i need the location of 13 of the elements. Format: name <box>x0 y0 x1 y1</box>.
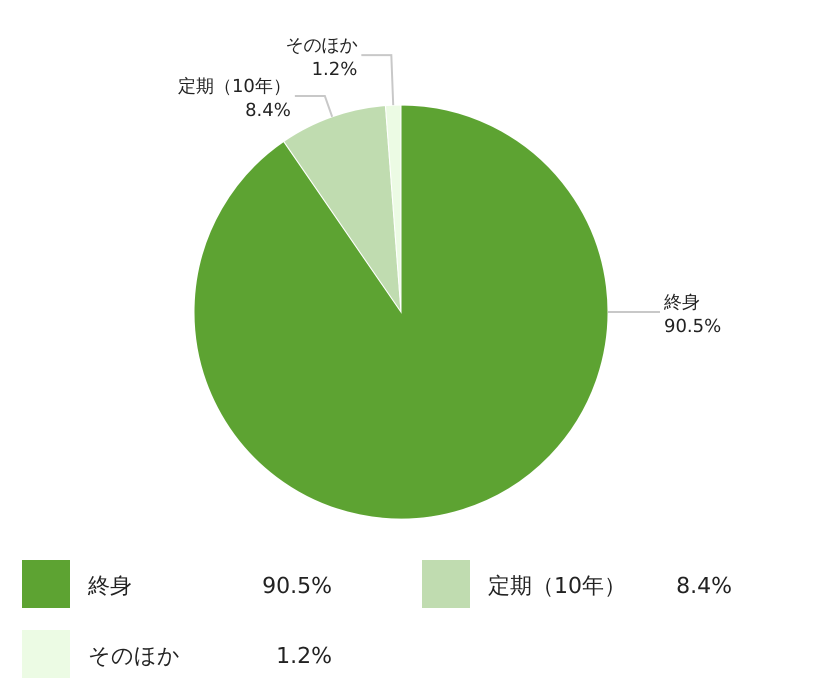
data-label: 90.5% <box>664 316 722 337</box>
text: 8.4% <box>676 574 732 599</box>
text: 90.5% <box>262 574 332 599</box>
data-label: 1.2% <box>312 59 358 80</box>
legend-label: 定期（10年） <box>488 574 626 599</box>
slice-label: そのほか <box>285 35 358 56</box>
slice-label: 定期（10年） <box>178 76 291 98</box>
pie-slice <box>194 104 608 520</box>
text: 1.2% <box>276 644 332 669</box>
data-label: 8.4% <box>245 100 291 122</box>
legend-label: そのほか <box>88 644 180 669</box>
legend-label: 終身 <box>87 574 132 599</box>
slice-label: 終身 <box>663 292 700 313</box>
